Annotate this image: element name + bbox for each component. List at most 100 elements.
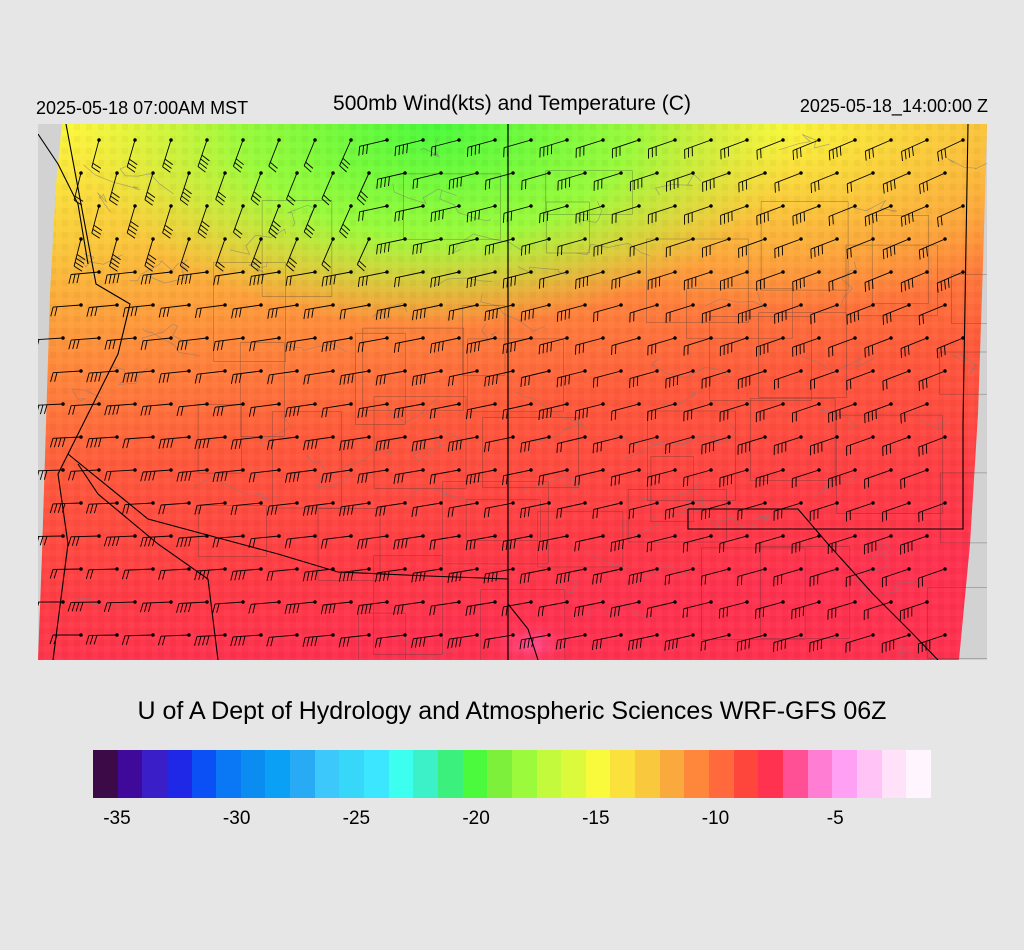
wind-barb xyxy=(250,237,263,272)
wind-barb xyxy=(394,204,425,222)
wind-barb xyxy=(248,402,281,417)
wind-barb xyxy=(628,633,659,651)
wind-barb xyxy=(684,138,713,159)
wind-barb xyxy=(575,270,605,290)
wind-barb xyxy=(755,468,785,488)
contour-line xyxy=(563,477,583,491)
county-outline xyxy=(871,215,929,304)
county-outline xyxy=(545,201,590,254)
wind-barb xyxy=(38,468,65,480)
wind-barb xyxy=(520,369,551,387)
wind-barb xyxy=(212,534,245,548)
wind-barb xyxy=(249,270,281,286)
colorbar-swatch xyxy=(240,750,266,798)
wind-barb xyxy=(846,237,875,259)
county-outline xyxy=(545,170,633,215)
colorbar-swatch xyxy=(462,750,488,798)
colorbar-swatch xyxy=(881,750,907,798)
wind-barb xyxy=(303,138,317,173)
wind-barb xyxy=(103,600,137,613)
contour-line xyxy=(129,260,179,282)
wind-barb xyxy=(284,600,317,615)
wind-barb xyxy=(664,501,695,520)
wind-barb xyxy=(104,336,137,350)
wind-barb xyxy=(85,501,119,514)
contour-line xyxy=(818,409,859,429)
wind-barb xyxy=(684,204,713,225)
wind-barb xyxy=(502,204,533,223)
colorbar-tick-label: -35 xyxy=(103,808,131,829)
colorbar-swatch xyxy=(684,750,710,798)
colorbar-swatch xyxy=(117,750,143,798)
wind-barb xyxy=(448,369,479,387)
wind-barb xyxy=(629,303,659,323)
wind-barb xyxy=(538,402,569,420)
wind-barb xyxy=(320,534,353,549)
wind-barb xyxy=(248,600,281,614)
wind-barb xyxy=(720,270,749,291)
map-canvas xyxy=(38,124,987,660)
colorbar-swatch xyxy=(807,750,833,798)
contour-line xyxy=(83,164,140,191)
county-outline xyxy=(239,342,285,437)
wind-barb xyxy=(68,270,101,284)
wind-barb xyxy=(197,204,210,239)
wind-barb xyxy=(339,204,353,239)
wind-barb xyxy=(144,237,157,272)
wind-barb xyxy=(194,303,227,318)
wind-barb xyxy=(718,600,749,619)
terrain-contours xyxy=(71,134,987,660)
wind-barb xyxy=(86,435,119,448)
county-outline xyxy=(355,332,406,425)
contour-line xyxy=(947,158,987,170)
wind-barb xyxy=(738,237,767,258)
wind-barb xyxy=(38,402,65,415)
wind-barb xyxy=(162,138,173,173)
wind-barb xyxy=(68,336,101,350)
colorbar-tick-label: -25 xyxy=(342,808,371,829)
wind-barb xyxy=(126,138,138,173)
wind-barb xyxy=(230,369,263,384)
wind-barb xyxy=(574,402,605,421)
wind-barb xyxy=(356,171,371,206)
wind-barb xyxy=(792,270,821,292)
wind-barb xyxy=(67,534,101,547)
wind-barb xyxy=(411,369,443,386)
wind-barb xyxy=(176,336,209,351)
wind-barb xyxy=(701,435,731,455)
wind-barb xyxy=(321,336,353,353)
wind-barb xyxy=(412,237,443,255)
wind-barb xyxy=(49,633,83,645)
wind-barb xyxy=(537,600,569,617)
wind-barb xyxy=(557,171,587,191)
wind-barb xyxy=(503,138,533,158)
wind-barb xyxy=(520,237,551,256)
contour-line xyxy=(71,388,102,402)
wind-barb xyxy=(157,633,191,646)
wind-barb xyxy=(466,402,497,420)
wind-barb xyxy=(122,435,155,449)
wind-barb xyxy=(38,336,65,346)
wind-barb xyxy=(574,468,605,486)
border-tx-ok xyxy=(687,124,969,530)
wind-barb xyxy=(303,435,335,451)
colorbar-swatch xyxy=(314,750,340,798)
wind-barb xyxy=(285,336,317,352)
wind-barb xyxy=(338,633,371,648)
wind-barb xyxy=(936,336,965,359)
wind-barb xyxy=(91,138,102,173)
county-outline xyxy=(647,410,736,501)
wind-barb xyxy=(610,468,641,487)
wind-barb xyxy=(937,138,965,162)
wind-barb xyxy=(122,369,155,383)
wind-barb xyxy=(918,369,947,391)
colorbar-swatch xyxy=(782,750,808,798)
contour-line xyxy=(145,259,188,284)
wind-barb xyxy=(555,567,587,585)
contour-line xyxy=(97,192,111,213)
wind-barb xyxy=(593,303,623,323)
wind-barb xyxy=(266,633,299,647)
wind-barb xyxy=(122,303,155,318)
wind-barb xyxy=(629,237,659,257)
county-outline xyxy=(403,173,501,240)
